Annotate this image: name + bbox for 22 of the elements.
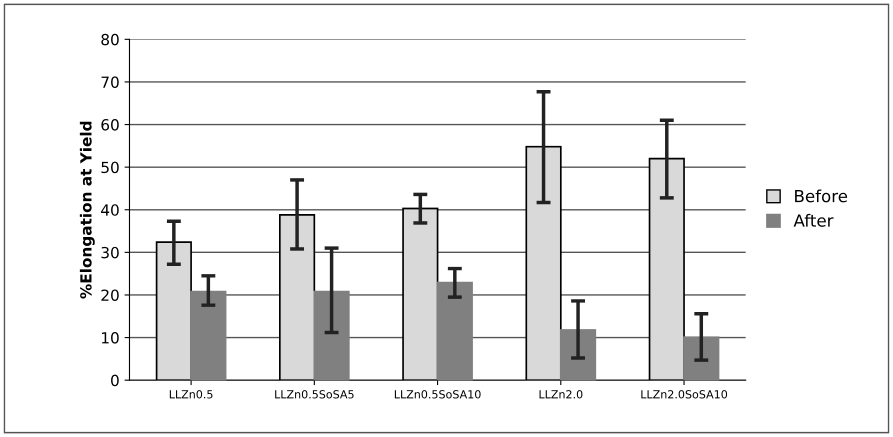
bar	[560, 329, 596, 380]
x-tick-label: LLZn2.0	[540, 390, 582, 399]
bar	[436, 282, 473, 380]
bar	[190, 290, 226, 380]
x-tick-label: LLZn0.5	[170, 390, 212, 399]
y-axis-title: %Elongation at Yield	[80, 122, 95, 299]
legend-label: After	[794, 214, 834, 227]
y-tick-label: 60	[101, 119, 119, 131]
y-tick-label: 40	[101, 204, 119, 216]
x-tick-label: LLZn2.0SoSA10	[641, 390, 728, 399]
y-tick-label: 10	[102, 332, 119, 344]
y-tick-label: 30	[101, 246, 119, 258]
bar	[683, 336, 720, 380]
y-tick-label: 20	[101, 289, 119, 301]
y-tick-label: 70	[102, 76, 119, 88]
x-tick-label: LLZn0.5SoSA5	[275, 390, 354, 399]
y-tick-label: 0	[111, 374, 119, 386]
bar	[314, 290, 350, 380]
legend-label: Before	[795, 189, 848, 202]
y-tick-label: 80	[101, 34, 119, 46]
y-tick-label: 50	[102, 162, 119, 174]
x-tick-label: LLZn0.5SoSA10	[394, 390, 481, 399]
